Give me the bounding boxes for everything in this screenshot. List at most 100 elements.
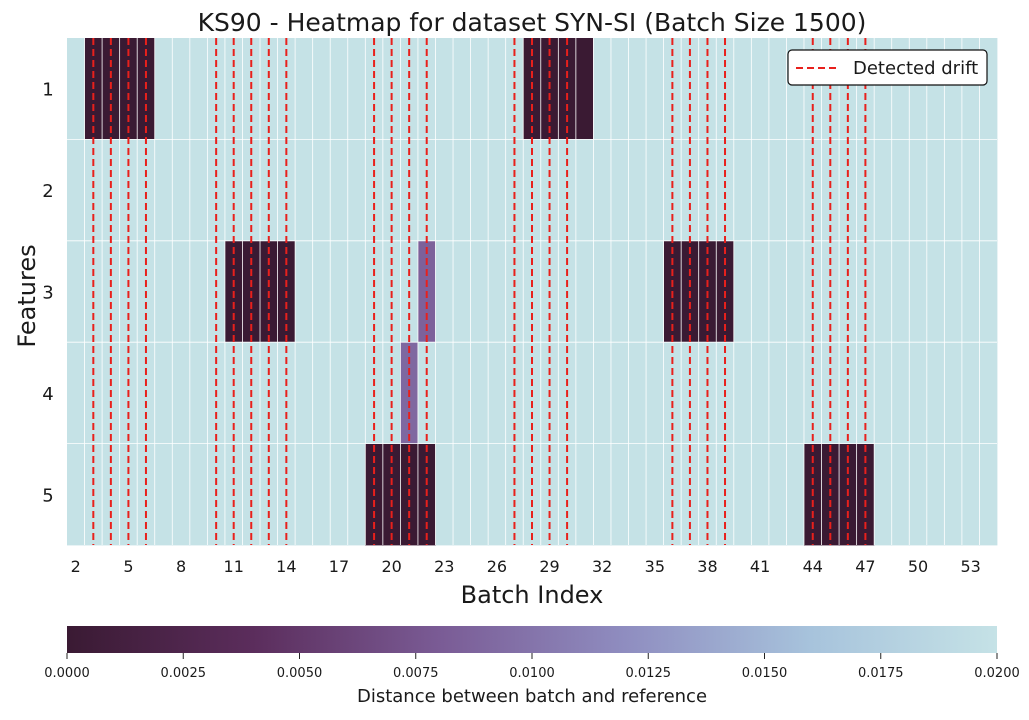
x-tick-label: 50 [908, 557, 928, 576]
colorbar-tick-label: 0.0100 [509, 666, 555, 681]
heatmap-cell [575, 38, 594, 140]
heatmap-cell [716, 139, 735, 242]
heatmap-cell [330, 342, 349, 444]
colorbar-tick-label: 0.0175 [858, 666, 904, 681]
heatmap-cell [242, 139, 261, 242]
heatmap-cell [470, 139, 489, 242]
heatmap-cell [347, 443, 366, 546]
heatmap-cell [312, 38, 331, 140]
heatmap-cell [330, 240, 349, 343]
heatmap-cell [751, 38, 770, 140]
y-tick-label: 4 [42, 384, 53, 405]
heatmap-cell [137, 139, 156, 242]
x-tick-label: 8 [176, 557, 186, 576]
heatmap-cell [347, 139, 366, 242]
heatmap-cell [681, 139, 700, 242]
heatmap-cell [856, 139, 875, 242]
heatmap-cells [67, 38, 998, 546]
heatmap-cell [891, 139, 910, 242]
heatmap-cell [751, 342, 770, 444]
x-tick-label: 44 [803, 557, 823, 576]
heatmap-cell [786, 240, 805, 343]
heatmap-cell [330, 443, 349, 546]
y-axis-label: Features [13, 244, 41, 347]
colorbar-tick-label: 0.0200 [974, 666, 1020, 681]
heatmap-cell [874, 443, 893, 546]
heatmap-cell [979, 443, 998, 546]
heatmap-cell [435, 342, 454, 444]
heatmap-cell [926, 139, 945, 242]
heatmap-cell [874, 342, 893, 444]
x-tick-label: 38 [697, 557, 717, 576]
heatmap-cell [365, 139, 384, 242]
heatmap-cell [593, 38, 612, 140]
heatmap-cell [382, 139, 401, 242]
heatmap-cell [295, 342, 314, 444]
heatmap-cell [347, 342, 366, 444]
colorbar-tick-label: 0.0050 [277, 666, 323, 681]
heatmap-cell [821, 139, 840, 242]
heatmap-cell [891, 443, 910, 546]
heatmap-cell [224, 139, 243, 242]
colorbar: 0.0000 0.0025 0.0050 0.0075 0.0100 0.0125 0.01… [44, 626, 1020, 707]
x-tick-label: 29 [539, 557, 559, 576]
heatmap-cell [453, 240, 471, 343]
x-axis-label: Batch Index [461, 581, 604, 609]
heatmap-cell [470, 240, 489, 343]
heatmap-cell [67, 342, 85, 444]
heatmap-cell [926, 240, 945, 343]
heatmap-cell [909, 342, 928, 444]
colorbar-tick-label: 0.0000 [44, 666, 90, 681]
heatmap-cell [435, 240, 454, 343]
heatmap-cell [260, 139, 278, 242]
heatmap-cell [295, 139, 314, 242]
heatmap-cell [874, 139, 893, 242]
heatmap-cell [435, 38, 454, 140]
heatmap-cell [488, 342, 507, 444]
x-tick-label: 11 [224, 557, 244, 576]
heatmap-cell [751, 139, 770, 242]
heatmap-cell [628, 38, 647, 140]
heatmap-cell [944, 139, 963, 242]
heatmap-cell [417, 139, 436, 242]
heatmap-cell [84, 139, 103, 242]
x-tick-label: 32 [592, 557, 612, 576]
heatmap-cell [470, 342, 489, 444]
x-tick-label: 5 [123, 557, 133, 576]
heatmap-cell [786, 443, 805, 546]
heatmap-cell [944, 240, 963, 343]
x-tick-label: 53 [960, 557, 980, 576]
drift-lines [92, 38, 867, 545]
heatmap-cell [733, 240, 752, 343]
heatmap-cell [891, 240, 910, 343]
heatmap-cell [575, 443, 594, 546]
heatmap-cell [102, 139, 121, 242]
heatmap-cell [558, 139, 577, 242]
x-tick-label: 23 [434, 557, 454, 576]
heatmap-cell [646, 342, 665, 444]
heatmap-cell [435, 139, 454, 242]
heatmap-cell [979, 342, 998, 444]
heatmap-cell [172, 443, 191, 546]
heatmap-cell [768, 443, 787, 546]
heatmap-cell [154, 240, 173, 343]
heatmap-cell [961, 342, 980, 444]
heatmap-cell [453, 342, 471, 444]
colorbar-tick-label: 0.0025 [161, 666, 207, 681]
colorbar-tick-label: 0.0150 [742, 666, 788, 681]
heatmap-cell [453, 139, 471, 242]
y-tick-label: 3 [42, 283, 53, 304]
heatmap-cell [523, 139, 542, 242]
heatmap-cell [610, 342, 629, 444]
heatmap-cell [646, 38, 665, 140]
heatmap-cell [768, 38, 787, 140]
heatmap-cell [909, 240, 928, 343]
heatmap-cell [488, 240, 507, 343]
heatmap-cell [172, 342, 191, 444]
heatmap-cell [610, 240, 629, 343]
heatmap-cell [803, 139, 822, 242]
heatmap-cell [733, 38, 752, 140]
heatmap-cell [751, 443, 770, 546]
heatmap-cell [891, 342, 910, 444]
heatmap-cell [154, 38, 173, 140]
